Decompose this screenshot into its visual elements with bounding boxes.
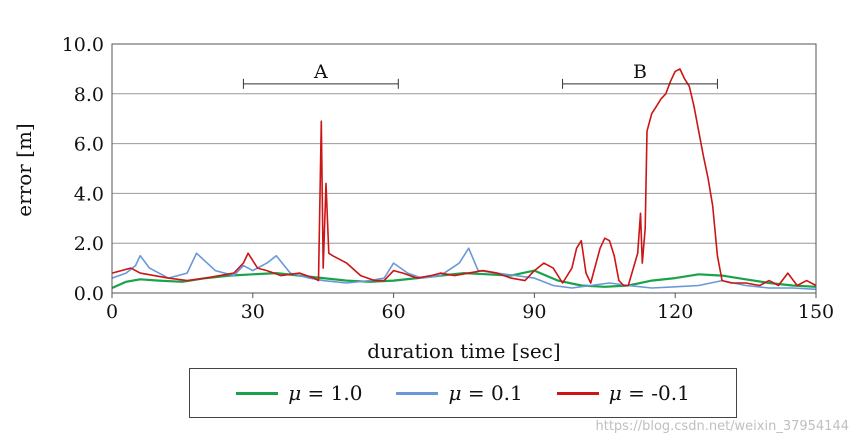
plot-frame bbox=[111, 43, 817, 294]
watermark: https://blog.csdn.net/weixin_37954144 bbox=[595, 419, 849, 434]
legend-label: μ = 0.1 bbox=[448, 381, 523, 405]
legend-entry-mu-0-1: μ = 0.1 bbox=[396, 381, 523, 405]
legend-label: μ = -0.1 bbox=[608, 381, 690, 405]
x-tick-label: 0 bbox=[106, 301, 118, 323]
tick-labels: 0.0 2.0 4.0 6.0 8.0 10.0 0 30 60 90 120 150 bbox=[62, 34, 834, 323]
axes bbox=[111, 43, 817, 294]
y-tick-label: 8.0 bbox=[74, 84, 104, 106]
annotation-label: B bbox=[633, 61, 647, 83]
legend-swatch-blue bbox=[396, 391, 439, 395]
x-axis-title: duration time [sec] bbox=[367, 339, 560, 363]
legend-entry-mu-1-0: μ = 1.0 bbox=[236, 381, 362, 405]
legend-label: μ = 1.0 bbox=[288, 381, 363, 405]
y-tick-label: 6.0 bbox=[74, 134, 104, 156]
series-line-mu-0-1 bbox=[111, 247, 817, 291]
legend-swatch-red bbox=[556, 391, 599, 395]
y-tick-label: 2.0 bbox=[74, 233, 104, 255]
x-tick-label: 120 bbox=[657, 301, 693, 323]
y-tick-label: 4.0 bbox=[74, 183, 104, 205]
series-line-mu-neg-0-1 bbox=[111, 68, 817, 287]
y-axis-title: error [m] bbox=[12, 123, 36, 217]
x-tick-label: 90 bbox=[522, 301, 546, 323]
series-lines bbox=[111, 68, 817, 291]
legend-swatch-green bbox=[236, 391, 279, 395]
x-tick-label: 150 bbox=[798, 301, 834, 323]
grid-lines bbox=[112, 93, 816, 244]
annotation-label: A bbox=[313, 61, 328, 83]
x-tick-label: 60 bbox=[382, 301, 406, 323]
y-tick-label: 10.0 bbox=[62, 34, 104, 56]
x-tick-label: 30 bbox=[241, 301, 265, 323]
legend-entry-mu-neg-0-1: μ = -0.1 bbox=[556, 381, 690, 405]
y-tick-label: 0.0 bbox=[74, 283, 104, 305]
legend: μ = 1.0 μ = 0.1 μ = -0.1 bbox=[189, 368, 737, 418]
